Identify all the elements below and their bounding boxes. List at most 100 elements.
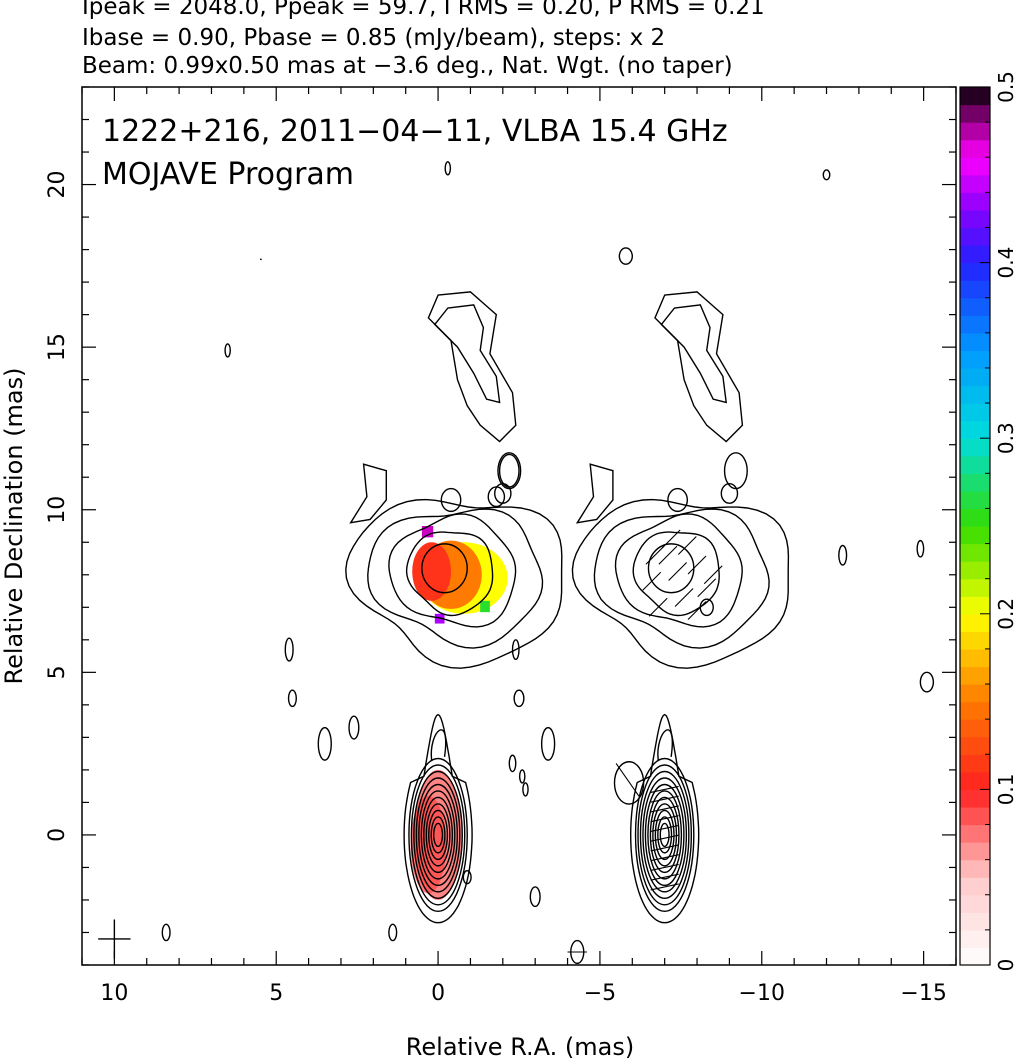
core-contour [639, 770, 690, 900]
colorbar-step [960, 280, 990, 299]
x-tick-label: −10 [739, 981, 785, 1006]
small-contour [667, 487, 689, 513]
header-line-1: Ipeak = 2048.0, Ppeak = 59.7, I RMS = 0.… [82, 0, 765, 20]
colorbar-step [960, 754, 990, 773]
small-contour [699, 598, 714, 617]
colorbar-step [960, 174, 990, 193]
evpa-stick [645, 545, 665, 565]
colorbar-step [960, 403, 990, 422]
noise-contour [919, 671, 935, 693]
core-contour [649, 796, 680, 874]
colorbar-step [960, 420, 990, 439]
core-contour [657, 816, 673, 854]
evpa-stick [703, 565, 723, 585]
core-contour [652, 803, 678, 867]
evpa-stick [650, 785, 679, 793]
colorbar-step [960, 350, 990, 369]
core-contour [415, 777, 461, 893]
x-tick-label: 5 [269, 981, 283, 1006]
evpa-stick [650, 844, 679, 852]
colorbar-step [960, 561, 990, 580]
evpa-stick [687, 555, 707, 575]
y-tick-label: 15 [45, 333, 70, 361]
core-contour [420, 790, 456, 880]
axis-ticks: 10 5 0 −5 −10 −15 0 5 10 15 20 [45, 86, 957, 1006]
core-contour [423, 796, 454, 874]
core-contour [637, 764, 693, 906]
colorbar-step [960, 929, 990, 949]
colorbar-step [960, 122, 990, 141]
extended-contour [654, 291, 744, 443]
colorbar-step [960, 508, 990, 527]
colorbar-step [960, 824, 990, 843]
noise-contour [287, 689, 297, 708]
colorbar: 0 0.1 0.2 0.3 0.4 0.5 [959, 71, 1018, 972]
colorbar-tick-label: 0 [994, 959, 1018, 972]
evpa-stick [677, 536, 697, 555]
knot-contour [388, 513, 517, 628]
x-tick-label: −15 [900, 981, 946, 1006]
evpa-stick [661, 529, 681, 549]
colorbar-step [960, 455, 990, 474]
core-contour [647, 790, 683, 880]
knot-contour [405, 531, 494, 617]
core-contour [433, 822, 444, 848]
evpa-stick [642, 571, 662, 591]
noise-contour [462, 869, 472, 885]
knot-contour [571, 498, 790, 669]
colorbar-step [960, 701, 990, 720]
core-contour-outer [629, 713, 700, 924]
core-contour [413, 770, 463, 900]
noise-contour [838, 544, 848, 566]
colorbar-border [959, 86, 991, 966]
colorbar-step [960, 877, 990, 896]
colorbar-step [960, 842, 990, 861]
colorbar-step [960, 315, 990, 334]
colorbar-step [960, 613, 990, 632]
knot-contour [367, 508, 544, 649]
evpa-stick [648, 597, 668, 617]
noise-contour [284, 637, 294, 662]
noise-contour [498, 453, 520, 488]
noise-contour [508, 754, 517, 773]
knot-contour [614, 513, 743, 628]
colorbar-step [960, 859, 990, 878]
noise-contour [511, 639, 520, 661]
colorbar-step [960, 543, 990, 562]
knot-contour [421, 543, 468, 594]
colorbar-tick-label: 0.4 [994, 247, 1018, 279]
noise-contour [522, 782, 529, 797]
evpa-stick [687, 601, 707, 620]
y-tick-label: 0 [45, 828, 70, 842]
small-contour [720, 483, 739, 504]
panel-right-contours [571, 291, 790, 924]
colorbar-step [960, 332, 990, 351]
colorbar-step [960, 596, 990, 615]
x-tick-label: −5 [584, 981, 616, 1006]
y-axis-label: Relative Declination (mas) [0, 367, 28, 684]
y-tick-label: 5 [45, 665, 70, 679]
small-contour [440, 487, 462, 513]
knot-contour [345, 498, 563, 669]
colorbar-step [960, 367, 990, 387]
extended-contour [349, 463, 387, 524]
noise-contour [224, 343, 231, 358]
y-tick-label: 10 [45, 496, 70, 524]
core-contour [428, 809, 449, 861]
colorbar-step [960, 771, 990, 790]
colorbar-step [960, 385, 990, 404]
core-jet-contour [430, 729, 447, 761]
plot-border [81, 86, 957, 966]
colorbar-step [960, 245, 990, 264]
colorbar-step [960, 209, 990, 229]
extended-contour [433, 304, 501, 404]
evpa-stick [650, 824, 679, 832]
evpa-stick [668, 562, 688, 581]
evpa-stick [650, 883, 679, 891]
colorbar-tick-label: 0.2 [994, 598, 1018, 630]
colorbar-step [960, 262, 990, 281]
noise-contour [529, 886, 541, 908]
colorbar-step [960, 719, 990, 738]
knot-contour [647, 543, 695, 594]
